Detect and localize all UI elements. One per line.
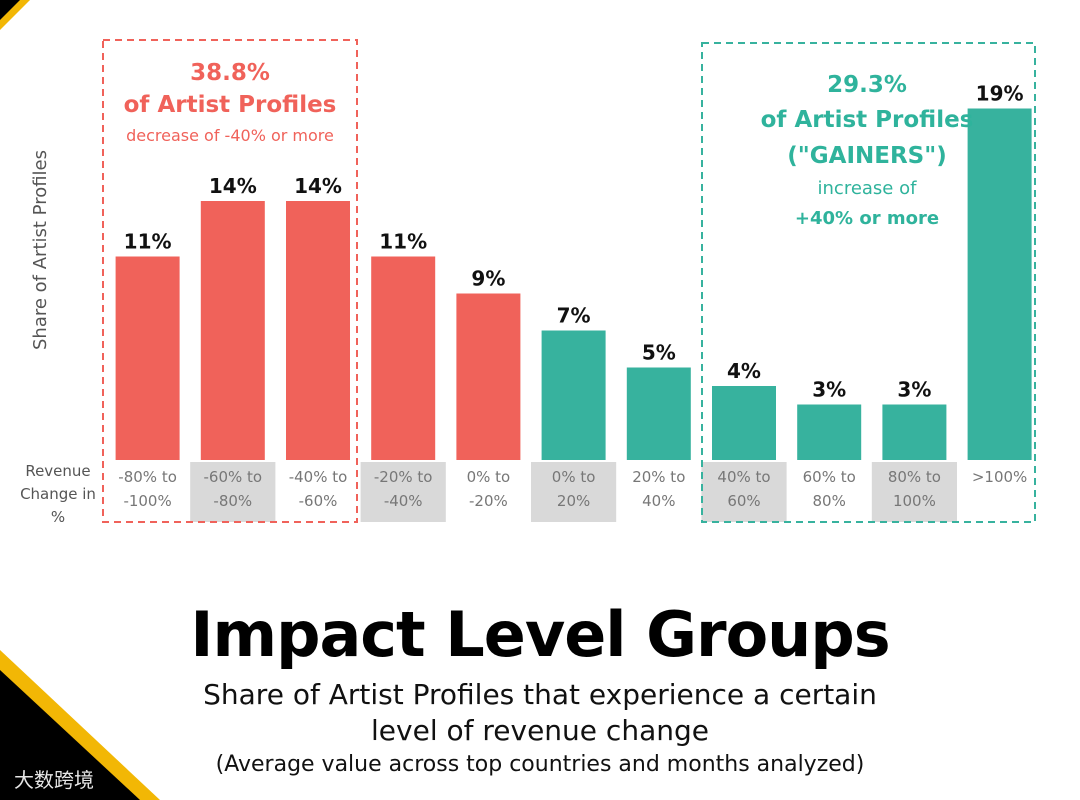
bar bbox=[286, 201, 350, 460]
bar bbox=[371, 256, 436, 460]
corner-decoration-bottom-left bbox=[0, 650, 160, 800]
x-tick-label: -100% bbox=[123, 492, 171, 510]
bar bbox=[967, 108, 1032, 460]
gainers-title: of Artist Profiles bbox=[761, 107, 974, 133]
bar-value-label: 11% bbox=[379, 230, 427, 254]
subtitle-line-1: Share of Artist Profiles that experience… bbox=[203, 678, 877, 711]
bar-value-label: 5% bbox=[642, 341, 676, 365]
x-tick-label: 0% to bbox=[552, 468, 596, 486]
bar-value-label: 7% bbox=[557, 304, 591, 328]
category-shade bbox=[360, 462, 446, 522]
bar-value-label: 19% bbox=[976, 82, 1024, 106]
x-tick-label: >100% bbox=[972, 468, 1027, 486]
bar bbox=[797, 404, 862, 460]
x-tick-label: 20% to bbox=[632, 468, 685, 486]
losers-group-box bbox=[102, 39, 358, 523]
x-tick-label: -60% to bbox=[204, 468, 263, 486]
gainers-group-box bbox=[701, 42, 1036, 523]
page-title: Impact Level Groups bbox=[190, 598, 890, 671]
losers-percent: 38.8% bbox=[190, 60, 270, 86]
gainers-desc-line1: increase of bbox=[818, 178, 918, 199]
bar-value-label: 3% bbox=[897, 378, 931, 402]
bar bbox=[882, 404, 947, 460]
bar bbox=[712, 386, 776, 460]
y-axis-label: Share of Artist Profiles bbox=[30, 150, 51, 350]
gainers-percent: 29.3% bbox=[827, 72, 907, 98]
bar-value-label: 11% bbox=[124, 230, 172, 254]
bar-value-label: 4% bbox=[727, 359, 761, 383]
corner-decoration-top-left bbox=[0, 0, 30, 30]
x-axis-label: % bbox=[51, 508, 65, 526]
x-tick-label: 100% bbox=[893, 492, 936, 510]
x-tick-label: -80% bbox=[213, 492, 252, 510]
footnote: (Average value across top countries and … bbox=[215, 752, 865, 777]
bar bbox=[115, 256, 180, 460]
x-tick-label: 20% bbox=[557, 492, 590, 510]
category-shade bbox=[871, 462, 957, 522]
watermark-logo: 大数跨境 bbox=[14, 768, 94, 792]
x-tick-label: -60% bbox=[299, 492, 338, 510]
bar bbox=[541, 330, 606, 460]
x-tick-label: 60% bbox=[727, 492, 760, 510]
x-tick-label: 40% bbox=[642, 492, 675, 510]
bar-chart: 11% -80% to -100% 14% -60% to -80% 14% -40% to -… bbox=[20, 39, 1036, 526]
subtitle-line-2: level of revenue change bbox=[371, 714, 709, 747]
bar bbox=[456, 293, 521, 460]
x-tick-label: -40% to bbox=[289, 468, 348, 486]
bar bbox=[200, 201, 265, 460]
bar-value-label: 9% bbox=[471, 267, 505, 291]
gainers-subtitle: ("GAINERS") bbox=[787, 143, 946, 169]
x-axis-label: Change in bbox=[20, 485, 96, 503]
x-tick-label: -20% bbox=[469, 492, 508, 510]
category-shade bbox=[531, 462, 617, 522]
category-shade bbox=[190, 462, 276, 522]
x-tick-label: 80% to bbox=[888, 468, 941, 486]
bar-value-label: 14% bbox=[294, 174, 342, 198]
gainers-desc-line2: +40% or more bbox=[795, 208, 939, 229]
x-tick-label: 40% to bbox=[717, 468, 770, 486]
x-tick-label: -40% bbox=[384, 492, 423, 510]
x-tick-label: 0% to bbox=[467, 468, 511, 486]
x-tick-label: 80% bbox=[813, 492, 846, 510]
x-tick-label: -80% to bbox=[118, 468, 177, 486]
category-shade bbox=[701, 462, 787, 522]
bar-value-label: 3% bbox=[812, 378, 846, 402]
losers-desc: decrease of -40% or more bbox=[126, 126, 334, 145]
x-tick-label: 60% to bbox=[803, 468, 856, 486]
bar bbox=[626, 367, 691, 460]
losers-title: of Artist Profiles bbox=[124, 92, 337, 118]
x-tick-label: -20% to bbox=[374, 468, 433, 486]
bar-value-label: 14% bbox=[209, 174, 257, 198]
x-axis-label: Revenue bbox=[25, 462, 90, 480]
